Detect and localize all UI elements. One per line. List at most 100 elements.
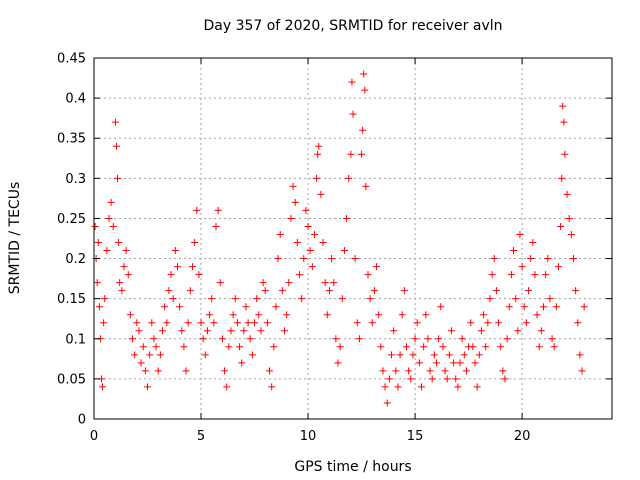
data-point: [447, 327, 455, 335]
data-point: [100, 319, 108, 327]
data-point: [281, 327, 289, 335]
data-point: [176, 303, 184, 311]
data-point: [572, 287, 580, 295]
data-point: [531, 271, 539, 279]
data-point: [165, 287, 173, 295]
data-point: [381, 383, 389, 391]
data-point: [208, 295, 216, 303]
data-point: [233, 319, 241, 327]
data-point: [122, 247, 130, 255]
data-point: [293, 239, 301, 247]
data-point: [409, 351, 417, 359]
data-point: [558, 174, 566, 182]
data-point: [561, 150, 569, 158]
data-point: [261, 287, 269, 295]
data-point: [236, 343, 244, 351]
data-point: [540, 303, 548, 311]
data-point: [480, 311, 488, 319]
data-point: [443, 375, 451, 383]
data-point: [161, 303, 169, 311]
data-point: [375, 311, 383, 319]
data-point: [167, 271, 175, 279]
data-point: [499, 367, 507, 375]
data-point: [255, 311, 263, 319]
data-point: [173, 263, 181, 271]
data-point: [522, 319, 530, 327]
axis-ticks: 0 0.05 0.1 0.15 0.2 0.25 0.3 0.35 0.4 0.45 0 5 10 15 2…: [57, 52, 612, 444]
data-point: [403, 343, 411, 351]
data-point: [193, 206, 201, 214]
data-point: [492, 287, 500, 295]
data-point: [116, 279, 124, 287]
data-point: [251, 319, 259, 327]
y-tick-label: 0.2: [65, 252, 86, 267]
data-point: [201, 351, 209, 359]
y-tick-label: 0.1: [65, 332, 86, 347]
data-point: [385, 375, 393, 383]
data-point: [231, 295, 239, 303]
data-point: [118, 287, 126, 295]
data-point: [263, 319, 271, 327]
data-point: [578, 367, 586, 375]
data-point: [178, 327, 186, 335]
data-point: [546, 295, 554, 303]
data-point: [276, 230, 284, 238]
data-point: [398, 311, 406, 319]
data-point: [469, 343, 477, 351]
data-point: [306, 247, 314, 255]
data-point: [313, 174, 321, 182]
data-point: [405, 367, 413, 375]
data-point: [394, 383, 402, 391]
data-point: [338, 295, 346, 303]
data-point: [99, 383, 107, 391]
data-point: [197, 319, 205, 327]
data-point: [315, 142, 323, 150]
data-point: [347, 150, 355, 158]
data-point: [574, 319, 582, 327]
data-point: [537, 327, 545, 335]
y-tick-label: 0.35: [57, 132, 86, 147]
data-point: [473, 383, 481, 391]
data-point: [272, 303, 280, 311]
data-point: [364, 271, 372, 279]
data-point: [569, 255, 577, 263]
data-point: [107, 198, 115, 206]
data-point: [268, 383, 276, 391]
y-tick-label: 0.15: [57, 292, 86, 307]
data-point: [246, 335, 254, 343]
data-point: [285, 279, 293, 287]
chart-title: Day 357 of 2020, SRMTID for receiver avl…: [203, 18, 502, 34]
data-point: [129, 335, 137, 343]
data-point: [554, 263, 562, 271]
data-point: [319, 239, 327, 247]
data-point: [362, 182, 370, 190]
data-point: [95, 303, 103, 311]
data-point: [490, 255, 498, 263]
grid: [94, 58, 612, 419]
data-point: [383, 399, 391, 407]
data-point: [298, 295, 306, 303]
data-point: [325, 287, 333, 295]
data-point: [278, 287, 286, 295]
data-point: [370, 287, 378, 295]
data-point: [417, 383, 425, 391]
data-point: [109, 222, 117, 230]
data-point: [336, 343, 344, 351]
data-point: [171, 247, 179, 255]
data-point: [253, 295, 261, 303]
data-point: [377, 343, 385, 351]
data-point: [216, 279, 224, 287]
data-point: [437, 303, 445, 311]
data-point: [120, 263, 128, 271]
data-point: [141, 367, 149, 375]
data-point: [105, 214, 113, 222]
data-point: [328, 255, 336, 263]
data-point: [186, 287, 194, 295]
data-point: [184, 319, 192, 327]
data-point: [340, 247, 348, 255]
data-point: [154, 367, 162, 375]
data-point: [334, 359, 342, 367]
data-point: [400, 287, 408, 295]
data-point: [203, 327, 211, 335]
data-point: [407, 375, 415, 383]
